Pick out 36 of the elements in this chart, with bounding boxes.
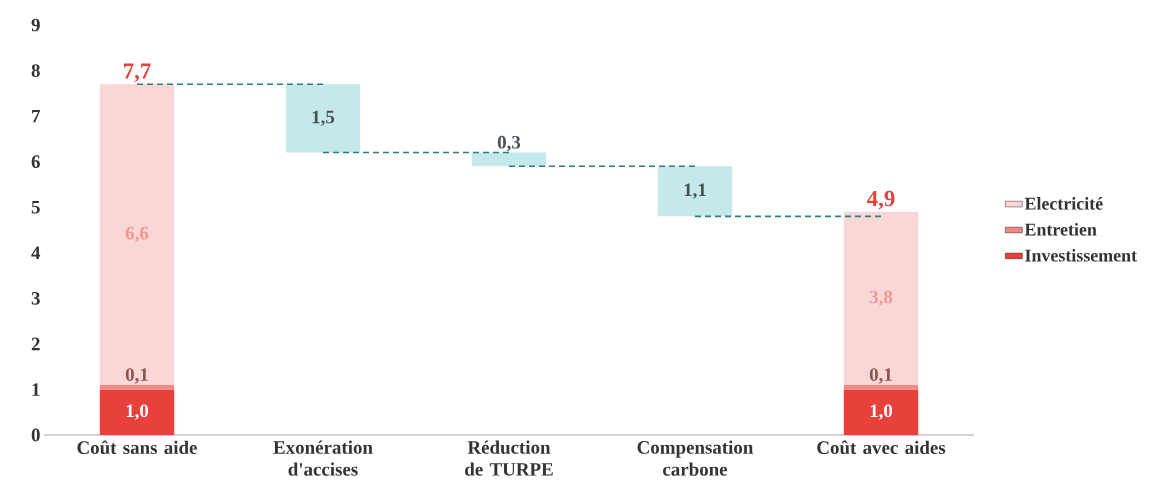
y-tick-label: 2	[31, 337, 40, 351]
total-label: 4,9	[867, 190, 895, 210]
y-tick-label: 7	[32, 109, 41, 123]
x-tick-label: Exonération d'accises	[273, 440, 373, 476]
legend-label: Entretien	[1024, 223, 1097, 236]
bar	[99, 389, 175, 435]
bar	[285, 84, 361, 153]
data-label: 1,0	[870, 404, 893, 420]
x-tick-label: Coût avec aides	[817, 440, 946, 455]
data-label: 0,3	[497, 135, 521, 152]
y-tick-label: 1	[32, 383, 40, 396]
bar	[657, 166, 733, 217]
bar	[843, 389, 919, 435]
bar	[843, 211, 919, 385]
y-tick-label: 0	[31, 428, 40, 442]
legend-label: Investissement	[1025, 248, 1137, 262]
y-tick-label: 5	[31, 200, 40, 214]
data-label: 0,1	[869, 368, 892, 384]
x-tick-label: Réduction de TURPE	[465, 440, 553, 476]
data-label: 3,8	[869, 290, 893, 307]
x-tick-label: Coût sans aide	[77, 440, 197, 455]
legend-label: Electricité	[1024, 197, 1103, 210]
y-tick-label: 8	[31, 64, 40, 77]
data-label: 1,5	[312, 110, 335, 127]
y-tick-label: 3	[31, 291, 40, 305]
bar	[471, 152, 547, 167]
data-label: 0,1	[125, 368, 148, 384]
y-tick-label: 4	[31, 246, 41, 260]
data-label: 1,0	[126, 404, 149, 420]
total-label: 7,7	[123, 63, 151, 83]
data-label: 6,6	[125, 226, 149, 243]
bar	[99, 84, 175, 385]
y-tick-label: 6	[31, 155, 40, 169]
y-tick-label: 9	[31, 18, 40, 32]
data-label: 1,1	[684, 183, 706, 199]
x-tick-label: Compensation carbone	[637, 440, 754, 476]
